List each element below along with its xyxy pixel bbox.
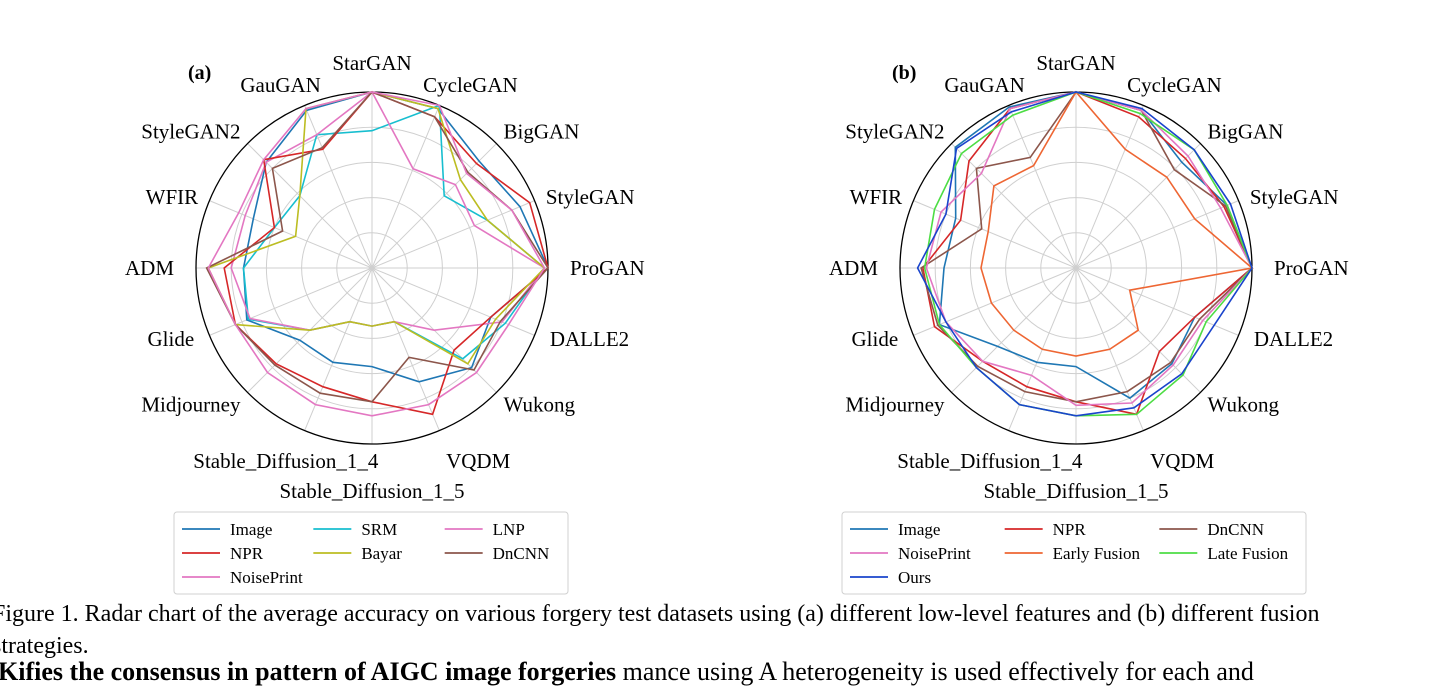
series-line-noiseprint (925, 91, 1253, 407)
legend-label: NPR (230, 544, 264, 563)
category-label: StarGAN (1036, 51, 1115, 75)
legend-label: Early Fusion (1053, 544, 1141, 563)
legend-label: NoisePrint (230, 568, 303, 587)
category-label: DALLE2 (550, 327, 629, 351)
legend-label: Ours (898, 568, 931, 587)
series-line-ours (916, 91, 1253, 417)
body-text-bold: Kifies the consensus in pattern of AIGC … (0, 657, 617, 686)
category-label: Midjourney (845, 393, 945, 417)
series-line-noiseprint (207, 91, 546, 417)
category-label: Glide (852, 327, 899, 351)
category-label: CycleGAN (1127, 73, 1221, 97)
legend-label: SRM (361, 520, 397, 539)
grid-spoke (1075, 200, 1239, 269)
legend-label: DnCNN (493, 544, 550, 563)
panel-label: (a) (188, 62, 211, 84)
grid-spoke (209, 200, 373, 269)
category-label: ADM (125, 256, 174, 280)
grid-spoke (1008, 105, 1077, 269)
legend-label: NPR (1053, 520, 1087, 539)
category-label: WFIR (850, 185, 903, 209)
grid-spoke (247, 143, 373, 269)
figure-caption: Figure 1. Radar chart of the average acc… (0, 598, 1456, 662)
category-label: GauGAN (944, 73, 1024, 97)
grid-spoke (304, 267, 373, 431)
category-label: Midjourney (141, 393, 241, 417)
category-label: Stable_Diffusion_1_4 (897, 449, 1083, 473)
series-line-dncnn (920, 91, 1253, 403)
category-label: Glide (148, 327, 195, 351)
category-label: DALLE2 (1254, 327, 1333, 351)
legend-label: Image (230, 520, 272, 539)
category-label: GauGAN (240, 73, 320, 97)
category-label: ProGAN (1274, 256, 1349, 280)
series-line-npr (223, 91, 549, 416)
grid-spoke (371, 143, 497, 269)
grid-spoke (371, 267, 440, 431)
grid-spoke (371, 105, 440, 269)
series-line-dncnn (205, 91, 549, 403)
panel-label: (b) (892, 62, 916, 84)
series-line-early-fusion (980, 90, 1254, 357)
category-label: ProGAN (570, 256, 645, 280)
category-label: VQDM (1150, 449, 1214, 473)
radar-charts: ProGAN StyleGAN BigGAN CycleGAN StarGAN GauGA… (125, 51, 1349, 595)
radar-panel-b: ProGAN StyleGAN BigGAN CycleGAN StarGAN GauGA… (829, 51, 1349, 595)
grid-spoke (371, 267, 535, 336)
category-label: WFIR (146, 185, 199, 209)
category-label: Wukong (1208, 393, 1280, 417)
legend-box (841, 511, 1307, 595)
category-label: Stable_Diffusion_1_5 (279, 479, 464, 503)
category-label: StarGAN (332, 51, 411, 75)
legend-label: Bayar (361, 544, 402, 563)
legend-label: DnCNN (1207, 520, 1264, 539)
category-label: VQDM (446, 449, 510, 473)
grid-spoke (913, 267, 1077, 336)
series-line-late-fusion (923, 91, 1253, 417)
series-line-image (938, 91, 1253, 400)
grid-spoke (371, 200, 535, 269)
category-label: StyleGAN (546, 185, 635, 209)
legend-label: NoisePrint (898, 544, 971, 563)
category-label: StyleGAN (1250, 185, 1339, 209)
series-line-npr (922, 91, 1253, 416)
category-label: ADM (829, 256, 878, 280)
legend-label: Late Fusion (1207, 544, 1288, 563)
body-text-fragment: Kifies the consensus in pattern of AIGC … (0, 657, 1254, 687)
category-label: Stable_Diffusion_1_4 (193, 449, 379, 473)
grid-spoke (1075, 143, 1201, 269)
series-line-lnp (230, 90, 546, 332)
category-label: Stable_Diffusion_1_5 (983, 479, 1168, 503)
grid-spoke (951, 143, 1077, 269)
grid-spoke (1075, 105, 1144, 269)
radar-panel-a: ProGAN StyleGAN BigGAN CycleGAN StarGAN GauGA… (125, 51, 645, 595)
legend-label: Image (898, 520, 940, 539)
caption-line-2: strategies. (0, 633, 89, 659)
category-label: StyleGAN2 (845, 119, 944, 143)
category-label: StyleGAN2 (141, 119, 240, 143)
body-text-normal: mance using A heterogeneity is used effe… (622, 657, 1254, 686)
legend-box (173, 511, 569, 595)
category-label: BigGAN (504, 119, 580, 143)
category-label: Wukong (504, 393, 576, 417)
category-label: CycleGAN (423, 73, 517, 97)
category-label: BigGAN (1208, 119, 1284, 143)
caption-line-1: Figure 1. Radar chart of the average acc… (0, 601, 1320, 627)
grid-spoke (1075, 267, 1239, 336)
grid-spoke (209, 267, 373, 336)
legend-label: LNP (493, 520, 525, 539)
grid-spoke (304, 105, 373, 269)
